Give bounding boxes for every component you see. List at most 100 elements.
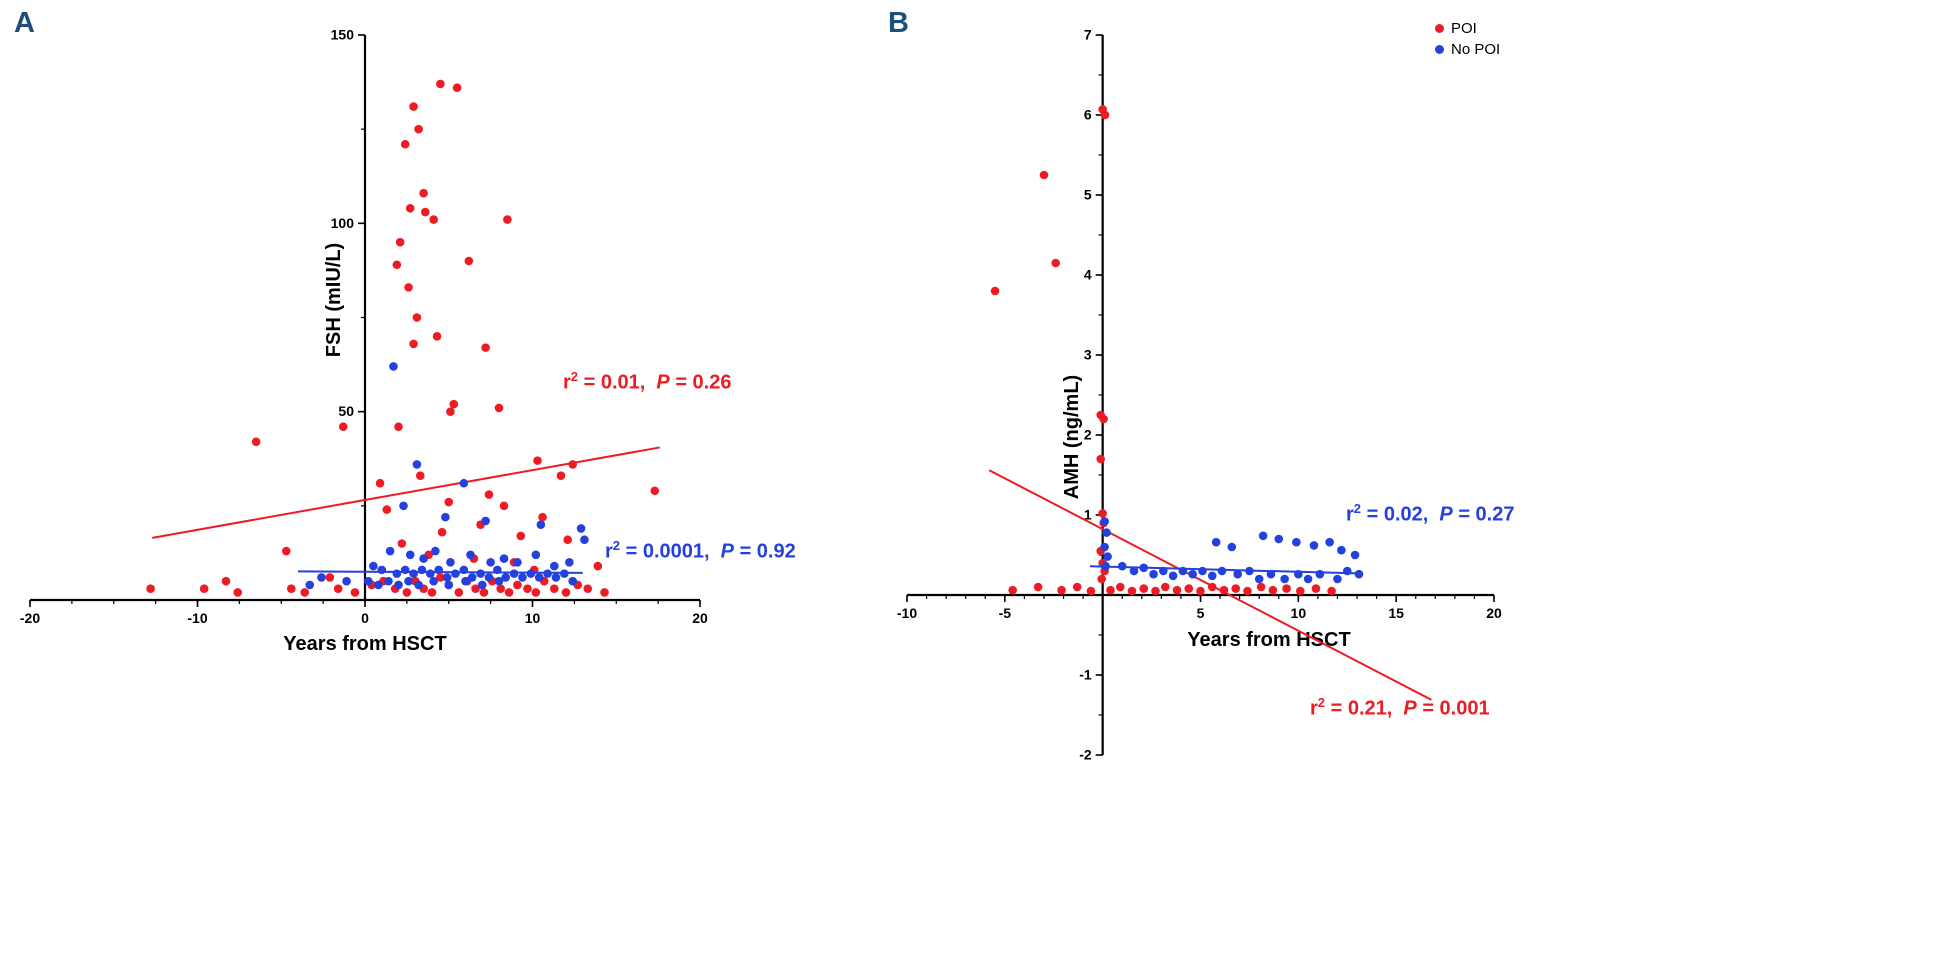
x-tick-label: 20 (692, 610, 708, 626)
data-point-poi (1327, 586, 1336, 596)
data-point-no-poi (536, 520, 546, 529)
panel-b-plot-area: -10 -5 5 10 15 20 -2 -1 1 2 3 4 5 6 7 Years from HSCT AM… (860, 0, 1935, 958)
data-point-poi (1282, 584, 1291, 593)
data-point-no-poi (412, 460, 422, 469)
data-point-no-poi (1102, 528, 1111, 537)
data-point-no-poi (1100, 517, 1109, 526)
data-point-poi (412, 313, 422, 322)
data-point-no-poi (369, 561, 378, 571)
data-point-poi (556, 471, 566, 481)
data-point-no-poi (364, 576, 373, 586)
data-point-poi (1151, 586, 1160, 596)
data-point-no-poi (461, 576, 470, 586)
data-point-no-poi (441, 512, 450, 522)
data-point-no-poi (1337, 545, 1346, 555)
data-point-poi (538, 512, 547, 522)
p-value: = 0.001 (1416, 697, 1490, 720)
data-point-poi (409, 102, 418, 111)
data-point-poi (1256, 582, 1266, 592)
data-point-no-poi (534, 573, 544, 582)
data-point-poi (287, 584, 296, 593)
r-exponent: 2 (1353, 501, 1362, 516)
data-point-no-poi (1350, 550, 1360, 560)
data-point-poi (375, 478, 385, 488)
p-label: P (656, 371, 670, 394)
data-point-poi (395, 237, 405, 247)
data-point-no-poi (580, 535, 589, 545)
data-point-no-poi (477, 580, 487, 590)
data-point-poi (513, 580, 522, 590)
data-point-no-poi (565, 558, 574, 567)
data-point-no-poi (1325, 537, 1334, 547)
y-tick-label: 6 (1084, 107, 1092, 123)
y-tick-label: 1 (1084, 507, 1092, 523)
x-tick-label: 5 (1197, 605, 1205, 621)
data-point-poi (563, 535, 572, 545)
data-point-no-poi (1198, 566, 1207, 576)
data-point-no-poi (409, 569, 418, 578)
y-tick-label: 50 (338, 403, 354, 419)
r-squared-value: = 0.02, (1361, 503, 1440, 526)
p-value: = 0.27 (1452, 503, 1515, 526)
data-point-no-poi (389, 362, 398, 371)
data-point-poi (432, 332, 442, 341)
data-point-poi (1051, 258, 1061, 268)
data-point-poi (414, 124, 423, 134)
data-point-poi (479, 588, 489, 597)
data-point-poi (531, 588, 541, 597)
data-point-no-poi (1233, 569, 1242, 579)
data-point-poi (333, 584, 343, 593)
data-point-no-poi (576, 524, 586, 533)
data-point-poi (454, 588, 464, 597)
data-point-no-poi (1303, 574, 1313, 584)
no-poi-marker-icon (1435, 45, 1444, 54)
data-point-poi (1231, 584, 1241, 593)
r-squared-value: = 0.0001, (620, 540, 721, 563)
y-tick-label: -2 (1079, 747, 1092, 763)
data-point-poi (1097, 574, 1106, 584)
legend-item-poi: POI (1435, 18, 1500, 39)
data-point-no-poi (1280, 574, 1289, 584)
x-tick-label: -10 (897, 605, 917, 621)
data-point-poi (199, 584, 209, 593)
data-point-poi (1115, 582, 1125, 592)
data-point-no-poi (446, 558, 455, 567)
x-tick-label: 0 (361, 610, 369, 626)
data-point-poi (494, 403, 504, 413)
data-point-poi (449, 399, 459, 409)
regression-line-poi (988, 469, 1432, 701)
data-point-poi (338, 422, 348, 432)
data-point-no-poi (429, 576, 438, 586)
data-point-poi (484, 490, 494, 499)
data-point-poi (1099, 414, 1108, 424)
panel-a-plot-area: -20 -10 0 10 20 50 100 150 Years from HSCT FSH (m… (0, 0, 860, 958)
y-tick-label: 7 (1084, 27, 1092, 43)
r-exponent: 2 (570, 369, 579, 384)
x-tick-label: -10 (187, 610, 207, 626)
data-point-poi (437, 527, 447, 537)
y-tick-label: -1 (1079, 667, 1092, 683)
data-point-no-poi (513, 558, 522, 567)
data-point-no-poi (442, 573, 452, 582)
data-point-poi (350, 588, 360, 597)
data-point-no-poi (404, 576, 413, 586)
data-point-poi (436, 573, 445, 582)
data-point-poi (1008, 585, 1017, 595)
data-point-poi (1172, 585, 1182, 595)
data-point-no-poi (377, 565, 387, 575)
y-tick-label: 100 (331, 215, 355, 231)
data-point-no-poi (384, 576, 393, 586)
data-point-poi (523, 584, 532, 593)
data-point-no-poi (305, 580, 315, 590)
data-point-no-poi (399, 501, 408, 511)
data-point-no-poi (467, 573, 477, 582)
data-point-no-poi (342, 576, 351, 586)
data-point-poi (429, 215, 438, 224)
data-point-no-poi (466, 550, 475, 560)
data-point-poi (1196, 586, 1205, 596)
legend-label-no-poi: No POI (1451, 41, 1501, 58)
stats-annotation-b-poi: r2 = 0.21, P = 0.001 (1310, 690, 1490, 722)
data-point-poi (1086, 586, 1096, 596)
data-point-no-poi (426, 569, 435, 578)
panel-label-b: B (888, 7, 909, 39)
